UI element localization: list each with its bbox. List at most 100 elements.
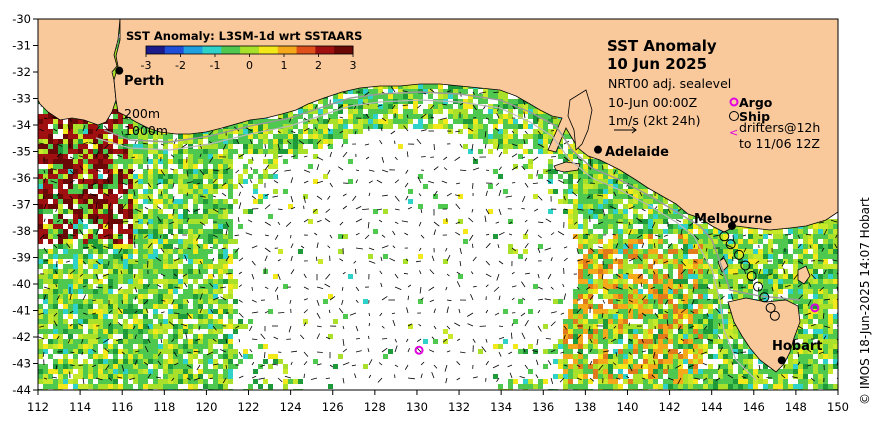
anomaly-cell (578, 159, 583, 164)
anomaly-cell (158, 159, 163, 164)
anomaly-cell (128, 159, 133, 164)
anomaly-cell (343, 134, 348, 139)
anomaly-cell (228, 144, 233, 149)
anomaly-cell (103, 139, 108, 144)
anomaly-cell (188, 189, 193, 194)
anomaly-cell (248, 139, 253, 144)
anomaly-cell (208, 154, 213, 159)
anomaly-cell (518, 144, 523, 149)
anomaly-cell (573, 209, 578, 214)
anomaly-cell (83, 179, 88, 184)
anomaly-cell (583, 164, 588, 169)
anomaly-cell (43, 194, 48, 199)
anomaly-cell (193, 174, 198, 179)
anomaly-cell (58, 209, 63, 214)
anomaly-cell (438, 114, 443, 119)
anomaly-cell (63, 134, 68, 139)
anomaly-cell (103, 149, 108, 154)
anomaly-cell (548, 174, 553, 179)
anomaly-cell (93, 174, 98, 179)
anomaly-cell (178, 164, 183, 169)
anomaly-cell (63, 154, 68, 159)
anomaly-cell (208, 184, 213, 189)
anomaly-cell (473, 104, 478, 109)
anomaly-cell (233, 134, 238, 139)
anomaly-cell (358, 114, 363, 119)
anomaly-cell (603, 169, 608, 174)
anomaly-cell (508, 139, 513, 144)
anomaly-cell (38, 134, 43, 139)
anomaly-cell (108, 204, 113, 209)
anomaly-cell (128, 194, 133, 199)
anomaly-cell (78, 129, 83, 134)
anomaly-cell (73, 189, 78, 194)
anomaly-cell (478, 119, 483, 124)
anomaly-cell (133, 124, 138, 129)
anomaly-cell (373, 89, 378, 94)
anomaly-cell (538, 114, 543, 119)
anomaly-cell (278, 114, 283, 119)
anomaly-cell (283, 159, 288, 164)
anomaly-cell (413, 94, 418, 99)
anomaly-cell (113, 199, 118, 204)
anomaly-cell (48, 204, 53, 209)
anomaly-cell (453, 104, 458, 109)
anomaly-cell (423, 114, 428, 119)
anomaly-cell (228, 204, 233, 209)
anomaly-cell (138, 199, 143, 204)
anomaly-cell (373, 124, 378, 129)
anomaly-cell (88, 184, 93, 189)
anomaly-cell (598, 194, 603, 199)
anomaly-cell (543, 124, 548, 129)
anomaly-cell (108, 174, 113, 179)
anomaly-cell (53, 169, 58, 174)
anomaly-cell (108, 199, 113, 204)
anomaly-cell (98, 139, 103, 144)
anomaly-cell (38, 119, 43, 124)
anomaly-cell (213, 199, 218, 204)
anomaly-cell (213, 134, 218, 139)
anomaly-cell (363, 89, 368, 94)
anomaly-cell (123, 194, 128, 199)
anomaly-cell (113, 179, 118, 184)
anomaly-cell (88, 134, 93, 139)
anomaly-cell (63, 194, 68, 199)
anomaly-cell (223, 199, 228, 204)
anomaly-cell (258, 194, 263, 199)
anomaly-cell (593, 179, 598, 184)
anomaly-cell (418, 94, 423, 99)
anomaly-cell (428, 114, 433, 119)
anomaly-cell (438, 109, 443, 114)
anomaly-cell (463, 124, 468, 129)
anomaly-cell (203, 144, 208, 149)
anomaly-cell (533, 109, 538, 114)
anomaly-cell (43, 189, 48, 194)
anomaly-cell (113, 124, 118, 129)
anomaly-cell (393, 94, 398, 99)
anomaly-cell (423, 109, 428, 114)
anomaly-cell (138, 179, 143, 184)
anomaly-cell (518, 124, 523, 129)
anomaly-cell (458, 124, 463, 129)
anomaly-cell (468, 114, 473, 119)
anomaly-cell (253, 134, 258, 139)
anomaly-cell (278, 149, 283, 154)
anomaly-cell (193, 164, 198, 169)
anomaly-cell (273, 139, 278, 144)
anomaly-cell (538, 134, 543, 139)
anomaly-cell (133, 179, 138, 184)
anomaly-cell (93, 199, 98, 204)
anomaly-cell (438, 84, 443, 89)
anomaly-cell (273, 149, 278, 154)
anomaly-cell (608, 189, 613, 194)
anomaly-cell (563, 194, 568, 199)
anomaly-cell (193, 189, 198, 194)
anomaly-cell (78, 159, 83, 164)
anomaly-cell (483, 94, 488, 99)
anomaly-cell (228, 194, 233, 199)
anomaly-cell (278, 124, 283, 129)
anomaly-cell (228, 189, 233, 194)
anomaly-cell (53, 204, 58, 209)
anomaly-cell (413, 84, 418, 89)
anomaly-cell (468, 99, 473, 104)
